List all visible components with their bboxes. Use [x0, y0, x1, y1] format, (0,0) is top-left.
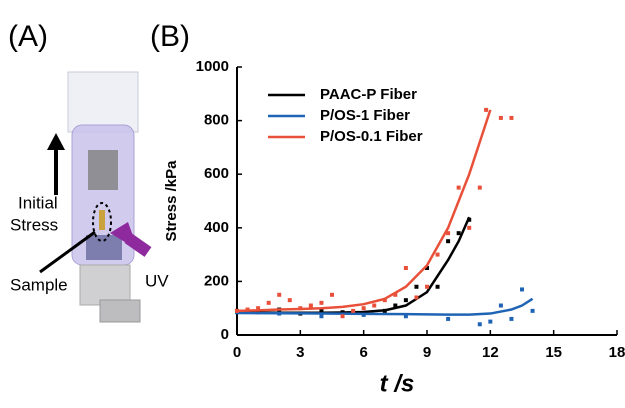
data-point [414, 295, 419, 300]
data-point [477, 185, 482, 190]
x-tick-label: 15 [545, 344, 562, 361]
x-tick-label: 18 [609, 344, 625, 361]
fit-line [236, 216, 471, 315]
data-point [319, 300, 324, 305]
legend-label: P/OS-1 Fiber [320, 107, 410, 124]
legend-label: PAAC-P Fiber [320, 86, 417, 103]
illustration-label: UV [145, 271, 169, 290]
y-tick-label: 1000 [196, 58, 229, 75]
data-point [287, 298, 292, 303]
illustration-label: Stress [10, 215, 58, 234]
y-axis-label: Stress /kPa [163, 160, 180, 242]
data-point [425, 284, 429, 289]
data-point [456, 231, 461, 236]
data-point [467, 225, 472, 230]
data-point [435, 252, 440, 257]
data-point [393, 292, 398, 297]
x-tick-label: 12 [482, 344, 499, 361]
fit-line [236, 109, 492, 313]
data-point [414, 284, 419, 289]
data-point [393, 303, 398, 308]
data-point [488, 319, 493, 324]
data-point [456, 185, 461, 190]
y-tick-label: 600 [204, 165, 229, 182]
y-tick-label: 800 [204, 112, 229, 129]
y-tick-label: 200 [204, 272, 229, 289]
data-point [520, 287, 524, 292]
x-tick-label: 0 [233, 344, 241, 361]
data-point [509, 316, 514, 321]
data-point [403, 314, 408, 319]
data-point [425, 266, 429, 270]
data-point [256, 306, 261, 311]
data-point [330, 292, 334, 297]
data-point [477, 322, 482, 327]
illustration-label: Sample [10, 275, 68, 294]
data-point [340, 314, 345, 319]
apparatus-illustration [39, 71, 152, 323]
x-axis-label: t /s [380, 370, 415, 397]
data-point [382, 298, 387, 303]
data-point [372, 303, 377, 308]
data-point [308, 303, 313, 308]
legend-label: P/OS-0.1 Fiber [320, 128, 423, 145]
data-point [266, 300, 271, 305]
panel-label: (A) [8, 20, 48, 53]
data-point [446, 239, 451, 244]
data-point [498, 303, 503, 308]
data-point [351, 308, 356, 313]
panel-label: (B) [150, 20, 190, 53]
data-point [509, 115, 514, 120]
illustration-label: Initial [18, 193, 58, 212]
data-point [446, 316, 451, 321]
data-point [403, 298, 408, 303]
data-point [403, 266, 408, 270]
data-point [277, 292, 282, 297]
x-tick-label: 9 [423, 344, 431, 361]
data-point [361, 306, 366, 311]
data-point [530, 308, 535, 313]
data-point [498, 115, 503, 120]
y-tick-label: 400 [204, 219, 229, 236]
data-point [435, 284, 440, 289]
data-point [319, 308, 324, 313]
x-tick-label: 3 [296, 344, 304, 361]
fit-line [236, 297, 534, 316]
data-point [319, 314, 324, 319]
data-point [484, 107, 489, 112]
data-point [446, 231, 451, 236]
x-tick-label: 6 [359, 344, 367, 361]
y-tick-label: 0 [221, 326, 229, 343]
